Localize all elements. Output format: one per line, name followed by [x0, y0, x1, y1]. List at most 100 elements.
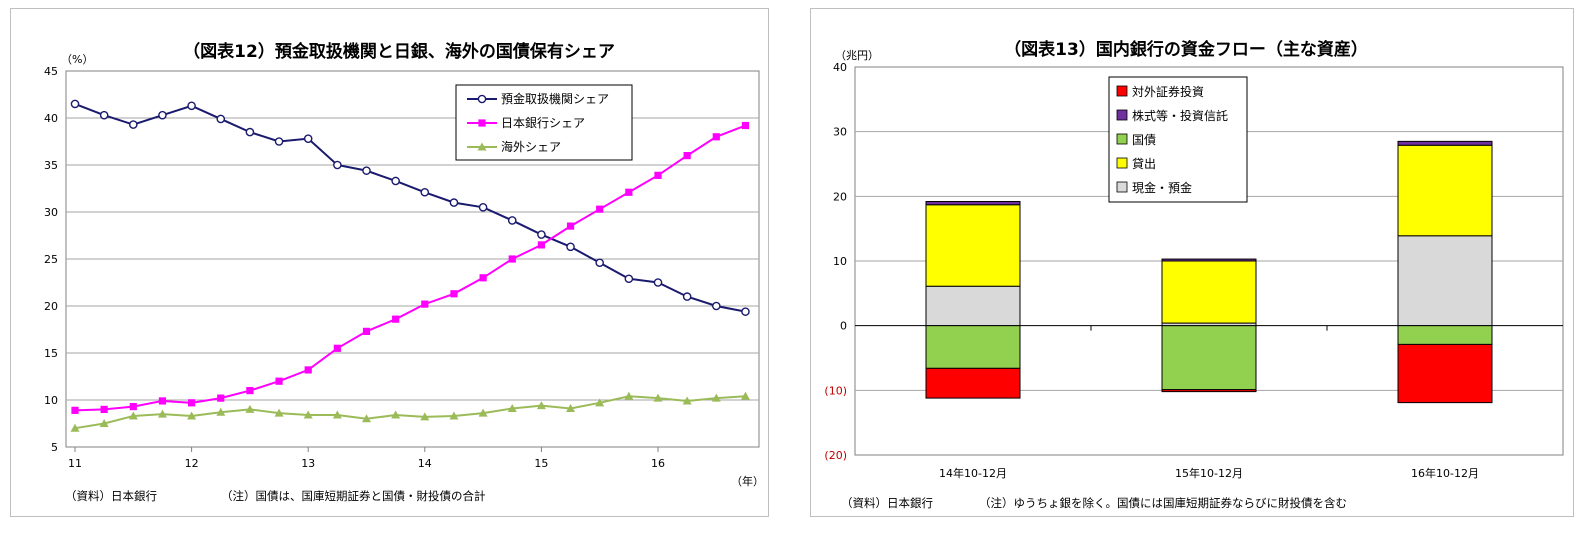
data-point [332, 410, 342, 419]
legend-swatch [1116, 109, 1128, 121]
data-point [537, 241, 545, 249]
data-point [712, 133, 720, 141]
bar-segment [1161, 258, 1257, 262]
data-point [536, 401, 546, 410]
y-tick-label: 15 [44, 347, 58, 360]
legend-label: 国債 [1132, 132, 1156, 147]
y-tick-label: 40 [44, 112, 58, 125]
x-tick-label: 14年10-12月 [939, 466, 1007, 480]
data-point [537, 230, 546, 239]
legend-label: 株式等・投資信託 [1132, 108, 1228, 123]
chart-title: （図表13）国内銀行の資金フロー（主な資産） [1004, 39, 1368, 60]
data-point [245, 404, 255, 413]
data-point [741, 307, 750, 316]
data-point [245, 127, 255, 137]
line-chart: （図表12）預金取扱機関と日銀、海外の国債保有シェア （%） （年） （資料）日… [44, 41, 764, 503]
data-point [653, 393, 663, 402]
x-tick-label: 16 [651, 457, 665, 470]
data-point [566, 403, 576, 412]
data-point [566, 242, 575, 252]
data-point [682, 396, 692, 405]
bar-segment [1161, 389, 1257, 393]
bar-segment [1397, 144, 1493, 237]
y-tick-label: (10) [824, 384, 847, 397]
legend-marker [478, 119, 486, 127]
data-point [391, 176, 400, 186]
data-point [566, 222, 575, 230]
y-axis-unit: （兆円） [835, 49, 879, 62]
data-point [99, 110, 109, 120]
y-tick-label: 20 [833, 190, 847, 203]
legend-swatch [1116, 157, 1128, 169]
data-point [420, 187, 430, 197]
chart-title: （図表12）預金取扱機関と日銀、海外の国債保有シェア [183, 41, 615, 62]
data-point [478, 202, 488, 212]
data-point [478, 408, 488, 417]
bar-segment [1161, 260, 1257, 324]
bar-segment [1161, 325, 1257, 391]
source-note: （資料）日本銀行 [841, 496, 933, 510]
y-tick-label: 5 [51, 441, 58, 454]
x-tick-label: 15 [534, 457, 548, 470]
series-line-1 [74, 102, 746, 313]
data-point [274, 408, 284, 417]
data-point [449, 198, 459, 207]
data-point [596, 205, 604, 213]
y-tick-label: 30 [44, 206, 58, 219]
legend-box [1108, 76, 1248, 203]
series-line-2 [74, 124, 746, 412]
legend-swatch [1116, 133, 1128, 145]
bar-segment [925, 367, 1021, 399]
data-point [216, 114, 226, 124]
data-point [129, 120, 138, 129]
data-point [362, 414, 371, 423]
data-point [99, 419, 109, 427]
data-point [740, 391, 750, 400]
data-point [595, 398, 605, 407]
data-point [683, 152, 691, 160]
legend-label: 現金・預金 [1132, 180, 1192, 195]
data-point [362, 327, 371, 335]
x-tick-label: 12 [185, 457, 199, 470]
bar-segment [1397, 140, 1493, 146]
x-tick-label: 14 [418, 457, 432, 470]
chart-panel-left: （図表12）預金取扱機関と日銀、海外の国債保有シェア （%） （年） （資料）日… [10, 8, 769, 517]
data-point [70, 99, 80, 109]
bar-segment [925, 325, 1021, 369]
data-point [71, 406, 79, 414]
data-point [157, 409, 167, 418]
bar-segment [925, 285, 1021, 327]
y-tick-label: 40 [833, 61, 847, 74]
y-tick-label: 25 [44, 253, 58, 266]
legend-label: 貸出 [1132, 156, 1156, 171]
bar-segment [925, 201, 1021, 206]
data-point [304, 366, 312, 374]
x-tick-label: 16年10-12月 [1411, 466, 1479, 480]
y-tick-label: 10 [44, 394, 58, 407]
bar-segment [1397, 325, 1493, 345]
data-point [624, 391, 634, 400]
legend-marker [477, 142, 487, 151]
data-point [158, 110, 167, 120]
footnote: （注）国債は、国庫短期証券と国債・財投債の合計 [221, 489, 486, 503]
data-point [187, 411, 197, 420]
legend-label: 預金取扱機関シェア [501, 91, 609, 106]
data-point [216, 407, 226, 416]
data-point [100, 405, 108, 413]
bar-segment [925, 204, 1021, 287]
data-point [129, 402, 137, 411]
data-point [654, 171, 662, 179]
y-tick-label: 0 [840, 320, 847, 333]
legend-label: 海外シェア [501, 139, 561, 154]
data-point [421, 300, 429, 308]
data-point [246, 387, 254, 395]
legend-swatch [1116, 85, 1128, 97]
data-point [420, 412, 430, 421]
series-line-3 [74, 395, 746, 430]
y-tick-label: (20) [824, 449, 847, 462]
y-axis-unit: （%） [61, 53, 93, 66]
legend-label: 対外証券投資 [1132, 84, 1204, 99]
data-point [274, 137, 284, 146]
